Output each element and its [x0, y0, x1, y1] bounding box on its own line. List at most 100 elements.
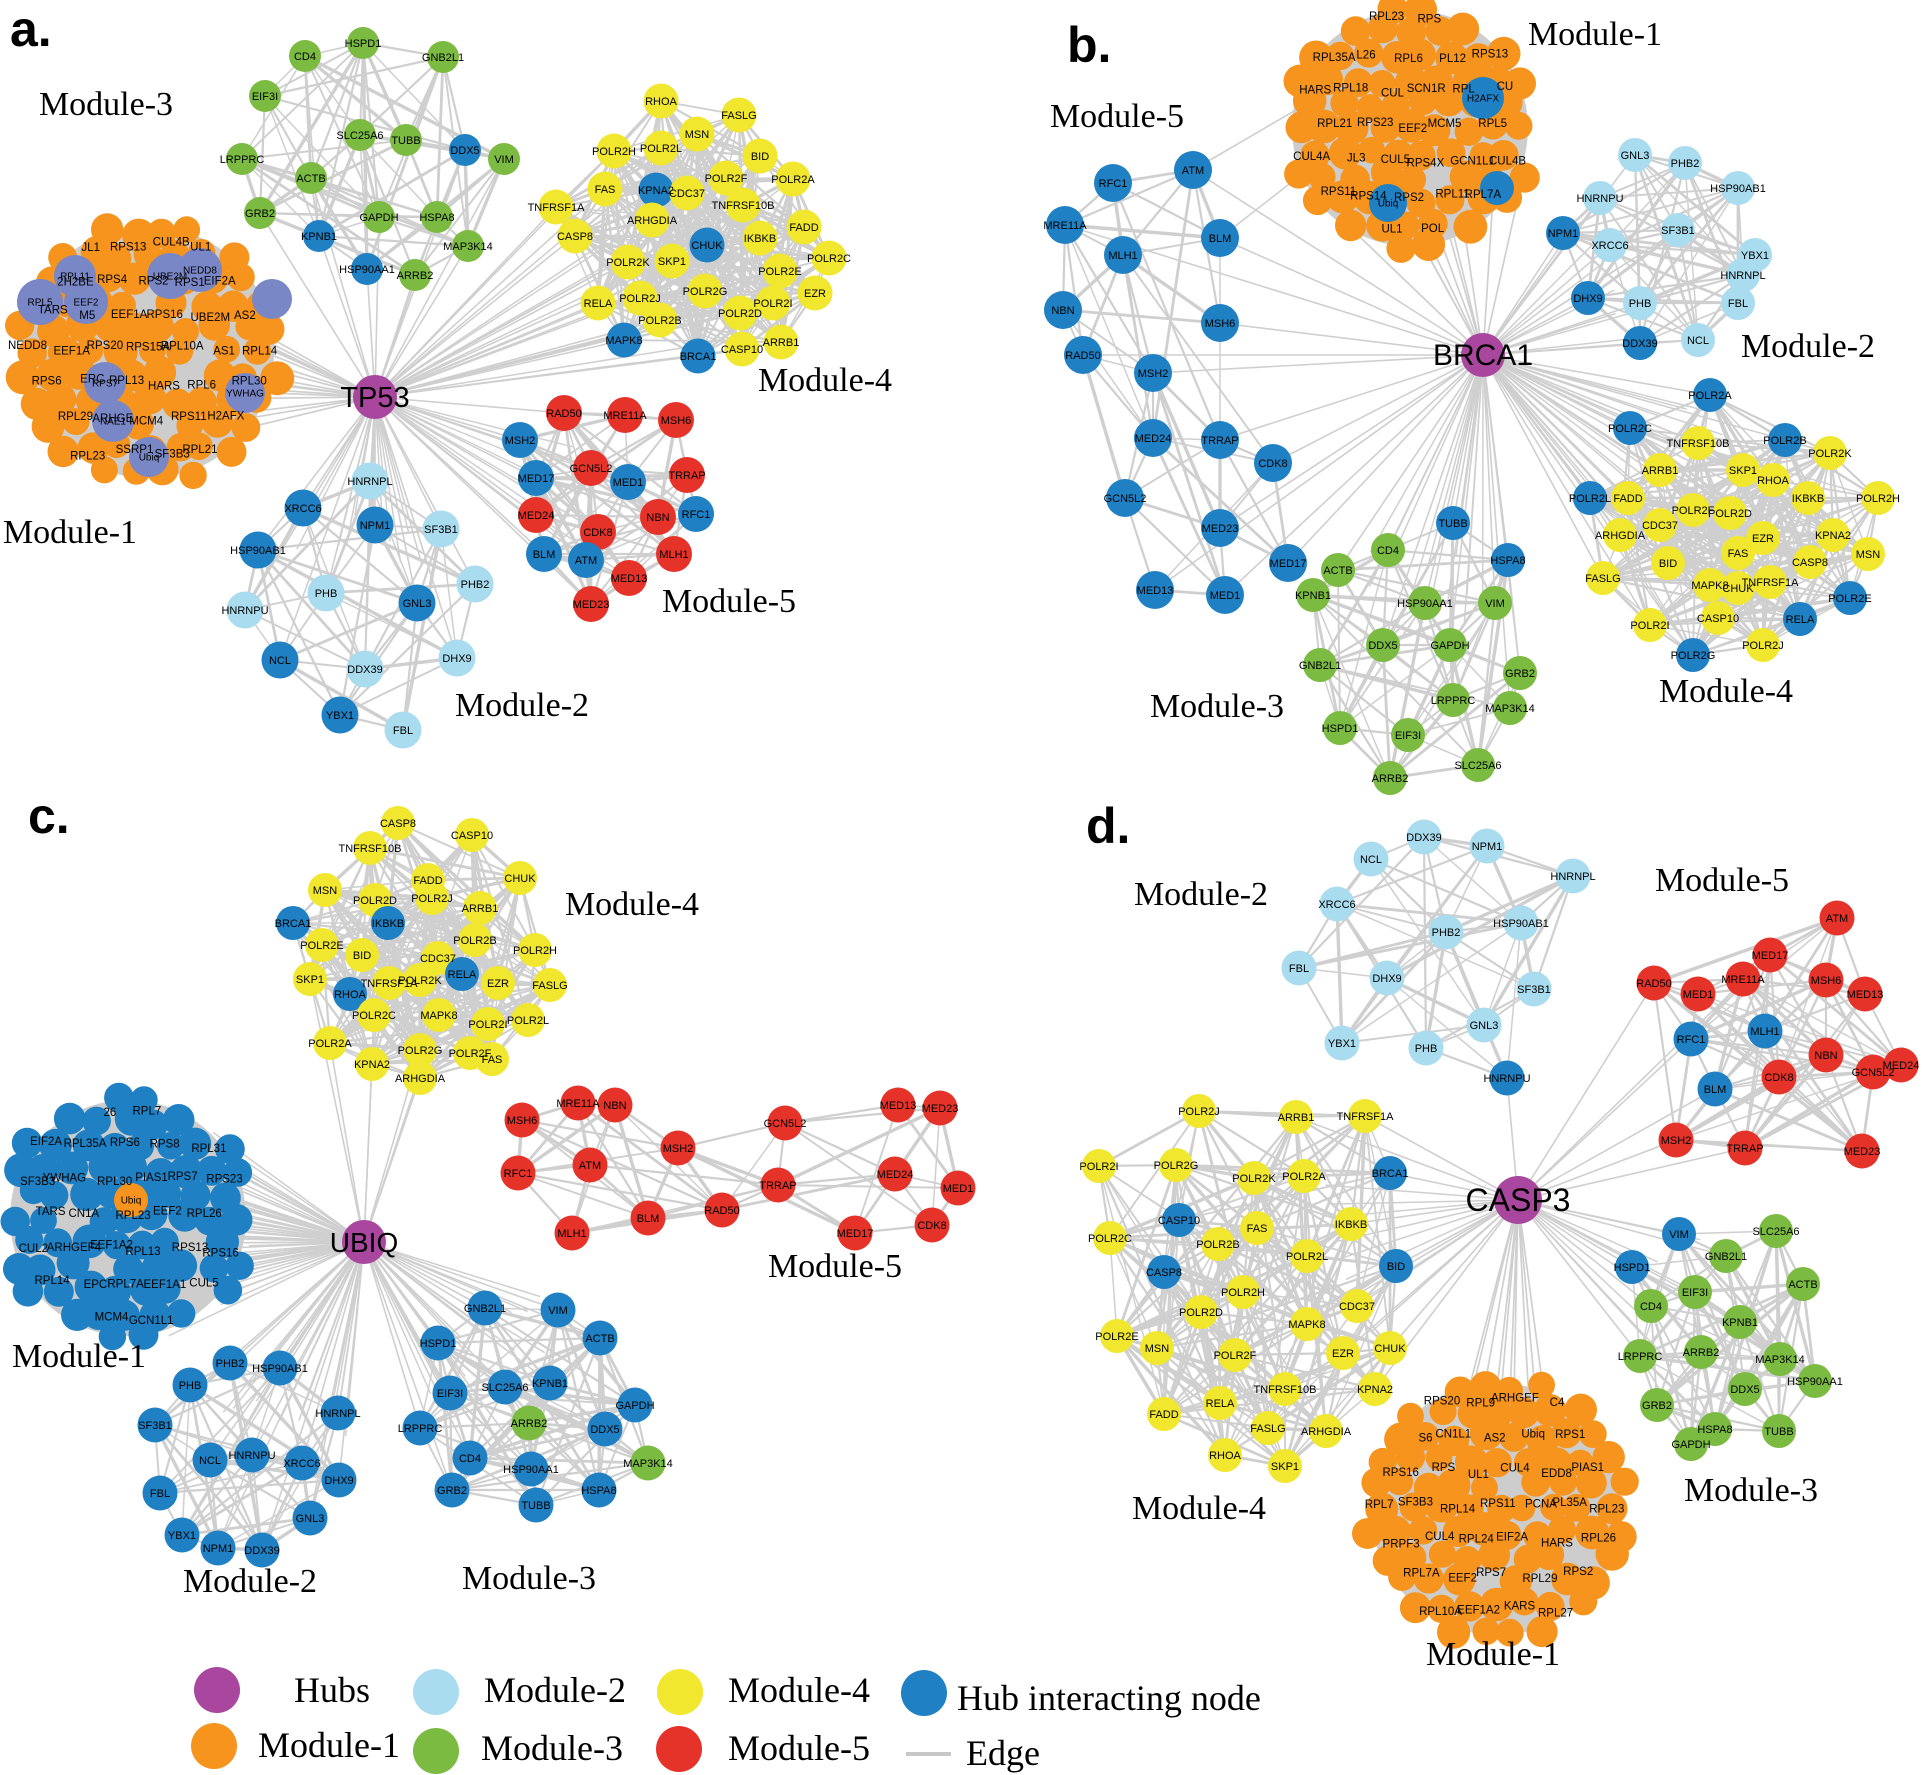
svg-text:MED13: MED13 — [880, 1100, 917, 1112]
svg-text:AS1: AS1 — [213, 345, 235, 357]
svg-text:MED1: MED1 — [613, 477, 644, 489]
svg-text:Ubiq: Ubiq — [139, 453, 160, 464]
svg-text:ARRB1: ARRB1 — [1278, 1112, 1315, 1124]
svg-text:NBN: NBN — [646, 512, 669, 524]
svg-text:DDX39: DDX39 — [244, 1545, 279, 1557]
svg-text:Edge: Edge — [966, 1733, 1040, 1773]
svg-text:CD4: CD4 — [1640, 1301, 1662, 1313]
svg-text:DHX9: DHX9 — [1573, 293, 1602, 305]
svg-text:POLR2D: POLR2D — [1179, 1307, 1223, 1319]
svg-text:EIF3I: EIF3I — [1682, 1287, 1708, 1299]
svg-text:BID: BID — [1659, 558, 1677, 570]
svg-text:NEDD8: NEDD8 — [8, 340, 47, 352]
svg-text:RPL31: RPL31 — [191, 1143, 226, 1155]
svg-text:UL1: UL1 — [1468, 1469, 1489, 1481]
svg-text:FADD: FADD — [789, 222, 818, 234]
svg-text:RPL29: RPL29 — [58, 411, 93, 423]
svg-text:a.: a. — [10, 1, 52, 57]
svg-text:BRCA1: BRCA1 — [1372, 1168, 1409, 1180]
svg-text:CUL4: CUL4 — [1500, 1462, 1530, 1474]
svg-text:POLR2I: POLR2I — [753, 298, 792, 310]
svg-text:ACTB: ACTB — [1323, 565, 1352, 577]
svg-text:HSP90AB1: HSP90AB1 — [1493, 918, 1549, 930]
svg-text:RELA: RELA — [1786, 614, 1815, 626]
svg-text:CUL4B: CUL4B — [1489, 156, 1526, 168]
svg-text:FASLG: FASLG — [1585, 573, 1620, 585]
svg-text:NPM1: NPM1 — [1548, 228, 1579, 240]
svg-text:CN1A: CN1A — [68, 1208, 99, 1220]
svg-text:TUBB: TUBB — [521, 1500, 550, 1512]
svg-text:Module-1: Module-1 — [3, 514, 137, 551]
svg-text:EEF1A2: EEF1A2 — [90, 1240, 133, 1252]
svg-text:GAPDH: GAPDH — [1430, 640, 1469, 652]
svg-text:FAS: FAS — [1247, 1223, 1268, 1235]
svg-text:JL3: JL3 — [1347, 152, 1366, 164]
svg-text:CUL5: CUL5 — [189, 1277, 218, 1289]
svg-text:MED23: MED23 — [573, 599, 610, 611]
svg-text:NBN: NBN — [603, 1100, 626, 1112]
svg-text:RPS8: RPS8 — [150, 1138, 180, 1150]
svg-text:ARRB1: ARRB1 — [1642, 465, 1679, 477]
svg-text:GRB2: GRB2 — [1505, 668, 1535, 680]
svg-text:RPL30: RPL30 — [97, 1176, 132, 1188]
svg-text:POLR2D: POLR2D — [718, 308, 762, 320]
svg-text:MCM4: MCM4 — [95, 1311, 129, 1323]
svg-text:TNFRSF1A: TNFRSF1A — [528, 202, 586, 214]
svg-text:BRCA1: BRCA1 — [275, 918, 312, 930]
svg-text:FAS: FAS — [595, 184, 616, 196]
svg-text:NPM1: NPM1 — [203, 1543, 234, 1555]
svg-text:FADD: FADD — [1613, 493, 1642, 505]
svg-text:HNRNPU: HNRNPU — [221, 605, 268, 617]
svg-text:POLR2D: POLR2D — [353, 895, 397, 907]
svg-text:MSH2: MSH2 — [1138, 368, 1169, 380]
svg-text:RPL30: RPL30 — [232, 376, 267, 388]
svg-text:CU: CU — [1497, 81, 1514, 93]
svg-text:CUL: CUL — [1381, 88, 1405, 100]
svg-text:GNL3: GNL3 — [1470, 1020, 1499, 1032]
svg-text:POLR2K: POLR2K — [1808, 448, 1852, 460]
svg-text:GCN5L2: GCN5L2 — [764, 1118, 807, 1130]
svg-text:MED13: MED13 — [611, 573, 648, 585]
svg-text:POLR2H: POLR2H — [1856, 493, 1900, 505]
svg-text:PL35A: PL35A — [1552, 1497, 1587, 1509]
svg-text:RPL7A: RPL7A — [1403, 1567, 1440, 1579]
svg-text:RPL26: RPL26 — [187, 1208, 222, 1220]
svg-text:Module-2: Module-2 — [455, 687, 589, 724]
svg-text:CASP10: CASP10 — [721, 344, 763, 356]
svg-text:CHUK: CHUK — [1722, 583, 1754, 595]
svg-text:HNRNPU: HNRNPU — [1576, 193, 1623, 205]
svg-text:KPNA2: KPNA2 — [1357, 1384, 1393, 1396]
svg-text:POLR2G: POLR2G — [1154, 1160, 1199, 1172]
svg-text:RPL7: RPL7 — [1365, 1499, 1394, 1511]
svg-text:POLR2A: POLR2A — [1688, 390, 1732, 402]
svg-text:CN1L1: CN1L1 — [1435, 1428, 1471, 1440]
svg-text:26: 26 — [104, 1107, 117, 1119]
svg-text:RAD50: RAD50 — [546, 408, 581, 420]
svg-text:MAP3K14: MAP3K14 — [1755, 1354, 1805, 1366]
svg-text:MED23: MED23 — [1202, 523, 1239, 535]
svg-text:RPL11: RPL11 — [1435, 189, 1469, 201]
svg-text:LRPPRC: LRPPRC — [1618, 1351, 1663, 1363]
svg-text:RPL11: RPL11 — [60, 272, 90, 283]
svg-text:GRB2: GRB2 — [245, 208, 275, 220]
svg-text:POL: POL — [1421, 223, 1445, 235]
svg-text:GCN1L1: GCN1L1 — [129, 1315, 174, 1327]
svg-text:ATM: ATM — [579, 1160, 601, 1172]
svg-text:EPC: EPC — [84, 1279, 108, 1291]
svg-text:TNFRSF10B: TNFRSF10B — [1667, 438, 1730, 450]
svg-text:ATM: ATM — [575, 555, 597, 567]
svg-text:POLR2J: POLR2J — [1742, 640, 1784, 652]
svg-text:SF3B1: SF3B1 — [1661, 225, 1695, 237]
svg-text:RPS2: RPS2 — [1563, 1566, 1593, 1578]
svg-text:TP53: TP53 — [340, 382, 409, 414]
svg-text:RPS4X: RPS4X — [1407, 158, 1445, 170]
svg-text:L26: L26 — [1356, 50, 1375, 62]
svg-text:Module-2: Module-2 — [484, 1670, 626, 1710]
svg-text:HSP90AA1: HSP90AA1 — [339, 264, 395, 276]
svg-text:DDX39: DDX39 — [347, 664, 382, 676]
svg-text:SKP1: SKP1 — [1729, 465, 1757, 477]
svg-text:RPS11: RPS11 — [1321, 186, 1357, 198]
svg-text:PHB2: PHB2 — [216, 1358, 245, 1370]
svg-text:UBE2M: UBE2M — [153, 272, 187, 283]
svg-text:LRPPRC: LRPPRC — [398, 1423, 443, 1435]
